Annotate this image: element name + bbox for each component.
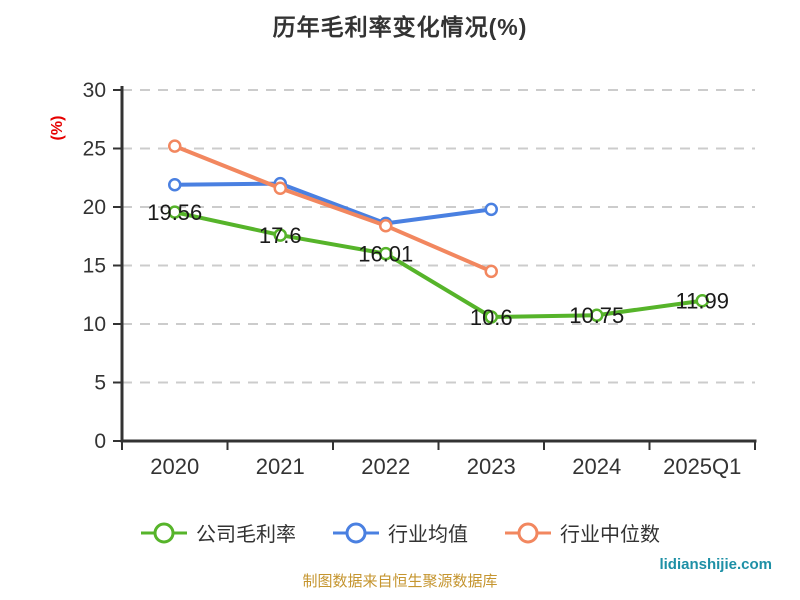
legend-item-label: 行业均值: [388, 524, 468, 546]
legend-item-industry-median[interactable]: 行业中位数: [504, 518, 660, 547]
svg-text:2021: 2021: [256, 454, 305, 479]
svg-text:10.6: 10.6: [470, 305, 513, 330]
svg-text:10: 10: [83, 313, 106, 336]
svg-text:25: 25: [83, 138, 106, 161]
svg-text:5: 5: [94, 372, 106, 395]
svg-text:16.01: 16.01: [358, 242, 413, 267]
svg-text:2020: 2020: [150, 454, 199, 479]
svg-text:17.6: 17.6: [259, 223, 302, 248]
svg-text:(%): (%): [49, 116, 66, 141]
line-marker-icon: [141, 522, 187, 543]
svg-text:2022: 2022: [361, 454, 410, 479]
legend-item-industry-mean[interactable]: 行业均值: [332, 518, 468, 547]
svg-text:30: 30: [83, 79, 106, 102]
chart-title: 历年毛利率变化情况(%): [272, 14, 528, 40]
svg-text:0: 0: [94, 430, 106, 453]
svg-text:10.75: 10.75: [569, 303, 624, 328]
legend: 公司毛利率 行业均值 行业中位数: [0, 518, 800, 547]
svg-text:2023: 2023: [467, 454, 516, 479]
line-marker-icon: [333, 522, 379, 543]
svg-text:11.99: 11.99: [676, 289, 729, 314]
svg-text:2025Q1: 2025Q1: [663, 454, 741, 479]
footer-note: 制图数据来自恒生聚源数据库: [302, 573, 498, 590]
legend-item-company-gross-margin[interactable]: 公司毛利率: [140, 518, 296, 547]
legend-item-label: 公司毛利率: [196, 524, 296, 546]
line-marker-icon: [505, 522, 551, 543]
svg-text:15: 15: [83, 255, 106, 278]
svg-text:19.56: 19.56: [147, 200, 202, 225]
watermark-link[interactable]: lidianshijie.com: [659, 556, 772, 573]
svg-text:20: 20: [83, 196, 106, 219]
legend-item-label: 行业中位数: [560, 524, 660, 546]
svg-text:2024: 2024: [572, 454, 621, 479]
